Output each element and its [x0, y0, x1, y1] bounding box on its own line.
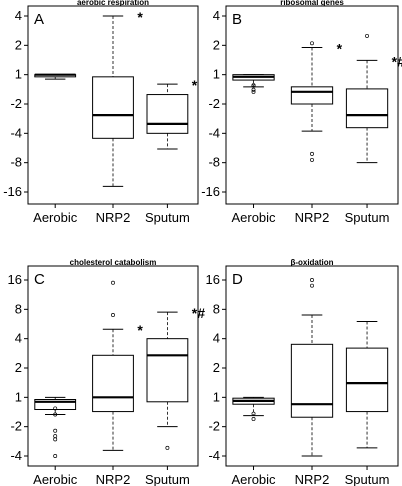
outlier-point — [111, 313, 115, 317]
y-tick-label: 1 — [213, 67, 220, 82]
outlier-point — [310, 278, 314, 282]
y-tick-label: -4 — [208, 448, 220, 463]
outlier-point — [111, 280, 115, 285]
box — [345, 88, 389, 129]
y-tick-label: -16 — [3, 184, 22, 199]
x-tick-label: Aerobic — [33, 472, 78, 486]
panel-label: A — [34, 11, 44, 28]
y-tick-label: 16 — [206, 272, 220, 287]
y-tick-label: 1 — [213, 389, 220, 404]
y-tick-label: 4 — [213, 331, 220, 346]
panel-title: cholesterol catabolism — [70, 258, 157, 267]
y-tick-label: -16 — [201, 184, 220, 199]
outlier-point — [165, 445, 170, 450]
y-tick-label: 8 — [15, 301, 22, 316]
x-tick-label: Aerobic — [231, 210, 276, 225]
y-tick-label: -2 — [208, 419, 220, 434]
x-tick-label: Sputum — [145, 210, 190, 225]
panel-label: D — [232, 271, 243, 288]
y-tick-label: 1 — [15, 389, 22, 404]
y-tick-label: 8 — [213, 301, 220, 316]
y-tick-label: 2 — [213, 37, 220, 52]
box — [92, 76, 134, 139]
outlier-point — [310, 41, 314, 46]
panel-label: C — [34, 271, 45, 288]
x-tick-label: NRP2 — [295, 210, 330, 225]
outlier-point — [251, 411, 256, 416]
y-tick-label: -2 — [10, 96, 22, 111]
x-tick-label: Sputum — [345, 210, 390, 225]
x-tick-label: NRP2 — [96, 472, 131, 486]
outlier-point — [53, 437, 58, 442]
outlier-point — [53, 406, 58, 411]
box — [345, 347, 389, 413]
outlier-point — [310, 157, 314, 162]
outlier-point — [310, 151, 314, 156]
panel-title: β-oxidation — [290, 258, 333, 267]
outlier-point — [53, 434, 58, 439]
x-tick-label: Aerobic — [231, 472, 276, 486]
y-tick-label: 4 — [213, 8, 220, 23]
x-tick-label: Sputum — [145, 472, 190, 486]
significance-mark: *# — [392, 53, 402, 69]
x-tick-label: NRP2 — [295, 472, 330, 486]
outlier-point — [251, 417, 256, 421]
y-tick-label: 16 — [8, 272, 22, 287]
y-tick-label: -4 — [10, 448, 22, 463]
x-tick-label: Aerobic — [33, 210, 78, 225]
significance-mark: * — [192, 77, 198, 93]
outlier-point — [251, 87, 256, 92]
significance-mark: * — [137, 322, 143, 338]
y-tick-label: 2 — [213, 360, 220, 375]
box — [146, 338, 189, 403]
outlier-point — [53, 428, 58, 433]
y-tick-label: -8 — [208, 155, 220, 170]
y-tick-label: 1 — [15, 67, 22, 82]
box — [34, 399, 77, 411]
y-tick-label: 2 — [15, 37, 22, 52]
significance-mark: * — [137, 9, 143, 25]
y-tick-label: -2 — [208, 96, 220, 111]
y-tick-label: 2 — [15, 360, 22, 375]
x-tick-label: Sputum — [345, 472, 390, 486]
outlier-point — [251, 89, 256, 94]
y-tick-label: -4 — [208, 125, 220, 140]
outlier-point — [365, 33, 369, 38]
box — [290, 343, 334, 418]
y-tick-label: -4 — [10, 125, 22, 140]
box — [92, 354, 134, 413]
y-tick-label: -8 — [10, 155, 22, 170]
panel-title: aerobic respiration — [77, 0, 149, 7]
panel-label: B — [232, 11, 242, 28]
significance-mark: * — [337, 41, 343, 57]
panel-title: ribosomal genes — [280, 0, 344, 7]
x-tick-label: NRP2 — [96, 210, 131, 225]
box — [146, 94, 189, 134]
outlier-point — [310, 283, 314, 288]
y-tick-label: -2 — [10, 419, 22, 434]
outlier-point — [251, 83, 256, 88]
significance-mark: *# — [192, 305, 205, 321]
box — [290, 86, 334, 105]
outlier-point — [53, 454, 58, 458]
y-tick-label: 4 — [15, 8, 22, 23]
y-tick-label: 4 — [15, 331, 22, 346]
outlier-point — [53, 412, 58, 417]
